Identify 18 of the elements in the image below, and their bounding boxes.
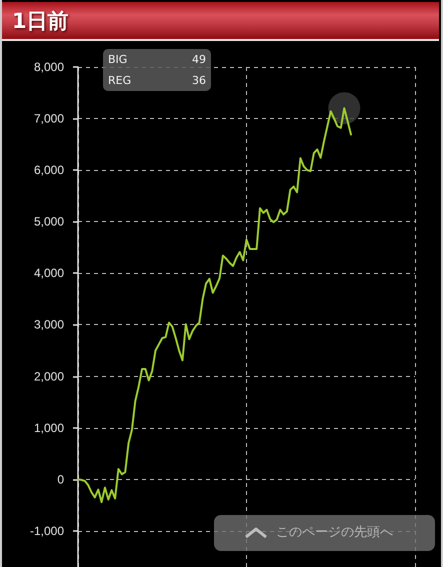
stat-label: BIG — [108, 53, 128, 66]
y-tick-label: 2,000 — [34, 369, 64, 384]
y-tick-label: -1,000 — [30, 524, 64, 538]
chart-title: 1日前 — [12, 8, 69, 34]
line-series — [77, 107, 352, 504]
y-tick-label: 3,000 — [34, 318, 64, 332]
y-tick-label: 1,000 — [34, 420, 64, 435]
y-tick-label: 5,000 — [34, 214, 64, 229]
stat-label: REG — [108, 74, 132, 87]
stat-value: 49 — [192, 53, 206, 66]
y-tick-label: 4,000 — [34, 266, 64, 280]
y-tick-label: 0 — [57, 472, 64, 486]
annotation: このページの先頭へ — [276, 525, 393, 541]
stat-value: 36 — [192, 74, 206, 87]
y-tick-label: 8,000 — [34, 60, 64, 74]
page-top-button: このページの先頭へ — [214, 515, 435, 551]
y-tick-label: 6,000 — [34, 163, 64, 178]
y-tick-label: 7,000 — [34, 112, 64, 126]
